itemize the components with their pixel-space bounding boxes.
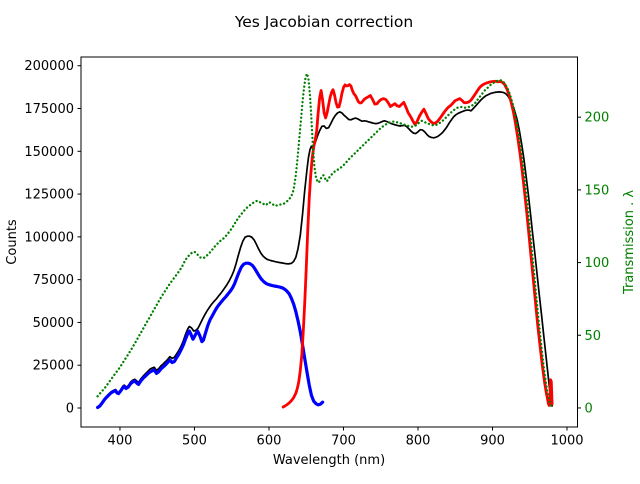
y-axis-label-left: Counts [5, 219, 20, 265]
y-tick-label-left: 125000 [24, 188, 74, 203]
series-counts-spectrum-blue [95, 261, 325, 410]
series-counts-spectrum-black [96, 91, 553, 409]
y-tick-label-left: 200000 [24, 59, 74, 74]
y-tick-label-left: 50000 [33, 316, 74, 331]
x-tick-label: 600 [257, 434, 282, 449]
y-tick-label-left: 25000 [33, 359, 74, 374]
y-tick-label-left: 175000 [24, 102, 74, 117]
x-tick-label: 400 [108, 434, 133, 449]
plot-border [80, 56, 578, 428]
y-tick-label-left: 0 [66, 402, 74, 417]
x-tick-label: 700 [331, 434, 356, 449]
series-counts-spectrum-red [281, 79, 554, 409]
x-tick-label: 1000 [550, 434, 583, 449]
y-tick-label-right: 150 [585, 183, 610, 198]
y-tick-label-right: 50 [585, 329, 602, 344]
x-tick-label: 800 [406, 434, 431, 449]
plot-series-group [95, 72, 554, 410]
y-axis-label-right: Transmission . λ [622, 190, 637, 295]
y-tick-label-left: 150000 [24, 145, 74, 160]
y-tick-label-right: 0 [585, 401, 593, 416]
y-tick-label-left: 75000 [33, 273, 74, 288]
y-tick-label-left: 100000 [24, 230, 74, 245]
x-axis-label: Wavelength (nm) [273, 453, 385, 468]
y-tick-label-right: 200 [585, 111, 610, 126]
x-tick-label: 500 [182, 434, 207, 449]
chart-title: Yes Jacobian correction [234, 13, 413, 31]
y-tick-label-right: 100 [585, 256, 610, 271]
x-tick-label: 900 [480, 434, 505, 449]
series-transmission-lambda-green-dotted [96, 72, 554, 409]
